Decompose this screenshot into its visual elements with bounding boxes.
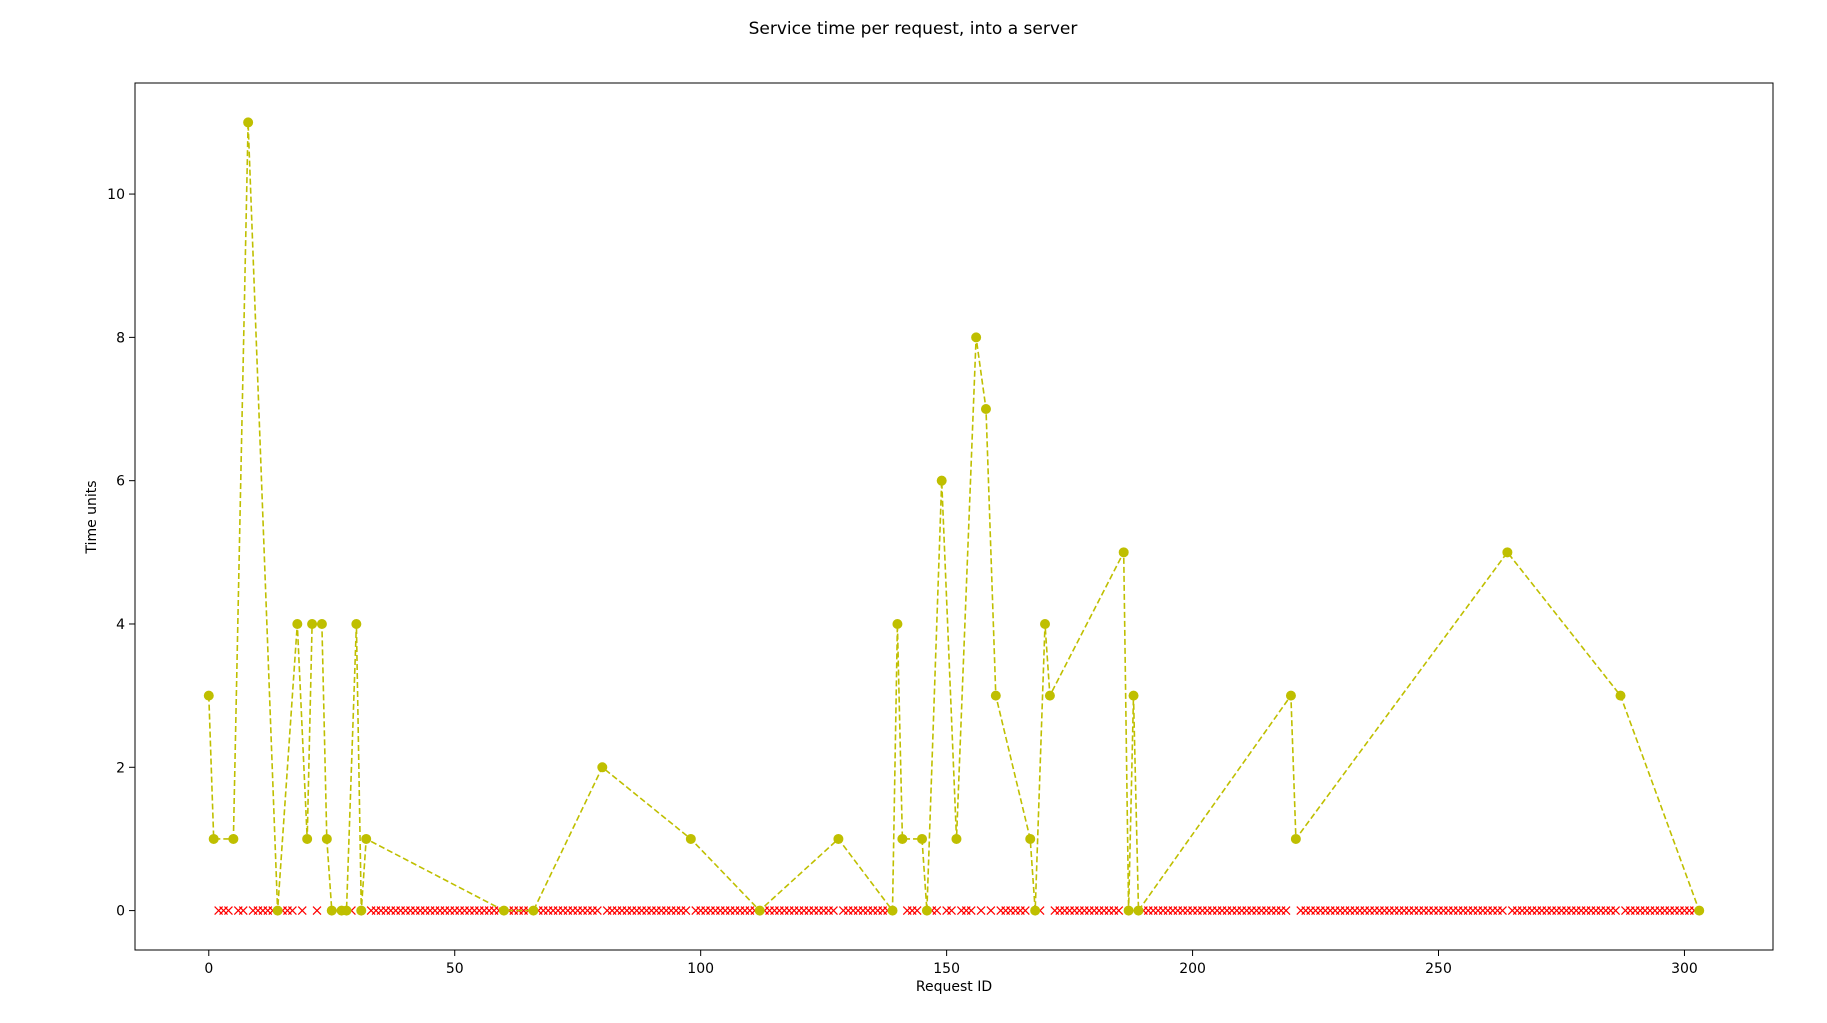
data-point: [1118, 547, 1129, 558]
data-point: [1128, 690, 1139, 701]
data-point: [892, 618, 903, 629]
data-point: [1030, 905, 1041, 916]
y-tick-label: 2: [116, 760, 125, 776]
x-marker: [1611, 906, 1621, 916]
x-marker: [912, 906, 922, 916]
data-point: [1285, 690, 1296, 701]
x-tick-label: 50: [446, 961, 464, 977]
x-marker: [966, 906, 976, 916]
data-point: [990, 690, 1001, 701]
data-point: [321, 833, 332, 844]
x-marker: [1114, 906, 1124, 916]
data-point: [356, 905, 367, 916]
data-point: [833, 833, 844, 844]
data-point: [921, 905, 932, 916]
data-point: [326, 905, 337, 916]
x-marker: [238, 906, 248, 916]
data-point: [951, 833, 962, 844]
x-axis-label: Request ID: [916, 979, 992, 995]
data-point: [1044, 690, 1055, 701]
data-point: [361, 833, 372, 844]
data-point: [1694, 905, 1705, 916]
plot-area: [134, 82, 1774, 951]
data-point: [887, 905, 898, 916]
y-tick-label: 4: [116, 617, 125, 633]
data-point: [1290, 833, 1301, 844]
x-tick-label: 150: [933, 961, 960, 977]
data-point: [1502, 547, 1513, 558]
x-marker: [1020, 906, 1030, 916]
data-point: [971, 332, 982, 343]
x-marker: [976, 906, 986, 916]
data-point: [1615, 690, 1626, 701]
data-point: [980, 404, 991, 415]
data-point: [302, 833, 313, 844]
x-marker: [986, 906, 996, 916]
x-marker: [592, 906, 602, 916]
y-tick-label: 10: [107, 187, 125, 203]
data-point: [341, 905, 352, 916]
x-marker: [1498, 906, 1507, 916]
data-point: [1123, 905, 1134, 916]
data-point: [528, 905, 539, 916]
x-tick-label: 300: [1671, 961, 1698, 977]
x-marker: [1281, 906, 1291, 916]
x-tick-label: 250: [1425, 961, 1452, 977]
y-tick-label: 6: [116, 474, 125, 490]
x-marker: [312, 906, 322, 916]
y-tick-label: 8: [116, 330, 125, 346]
x-marker: [224, 906, 233, 916]
x-marker: [297, 906, 307, 916]
x-tick-label: 100: [687, 961, 714, 977]
data-point: [597, 762, 608, 773]
data-point: [307, 618, 318, 629]
data-point: [936, 475, 947, 486]
x-marker: [681, 906, 691, 916]
data-point: [272, 905, 283, 916]
series-service-time: [203, 117, 1705, 916]
data-point: [498, 905, 509, 916]
y-axis-label: Time units: [84, 480, 100, 554]
x-marker: [947, 906, 956, 916]
data-point: [351, 618, 362, 629]
y-tick-label: 0: [116, 904, 125, 920]
x-tick-label: 0: [204, 961, 213, 977]
data-point: [917, 833, 928, 844]
x-tick-label: 200: [1179, 961, 1206, 977]
chart-title: Service time per request, into a server: [749, 19, 1078, 39]
data-point: [228, 833, 239, 844]
data-point: [208, 833, 219, 844]
data-point: [685, 833, 696, 844]
x-marker: [932, 906, 942, 916]
data-point: [1040, 618, 1050, 629]
data-point: [897, 833, 908, 844]
data-point: [754, 905, 765, 916]
data-point: [292, 618, 303, 629]
data-point: [1133, 905, 1144, 916]
y-axis: 0 2 4 6 8 10: [107, 187, 135, 920]
data-point: [316, 618, 327, 629]
data-point: [243, 117, 254, 128]
x-marker: [829, 906, 838, 916]
data-point: [203, 690, 214, 701]
x-marker: [287, 906, 297, 916]
x-axis: 0 50 100 150 200 250 300: [204, 950, 1698, 977]
data-point: [1025, 833, 1036, 844]
